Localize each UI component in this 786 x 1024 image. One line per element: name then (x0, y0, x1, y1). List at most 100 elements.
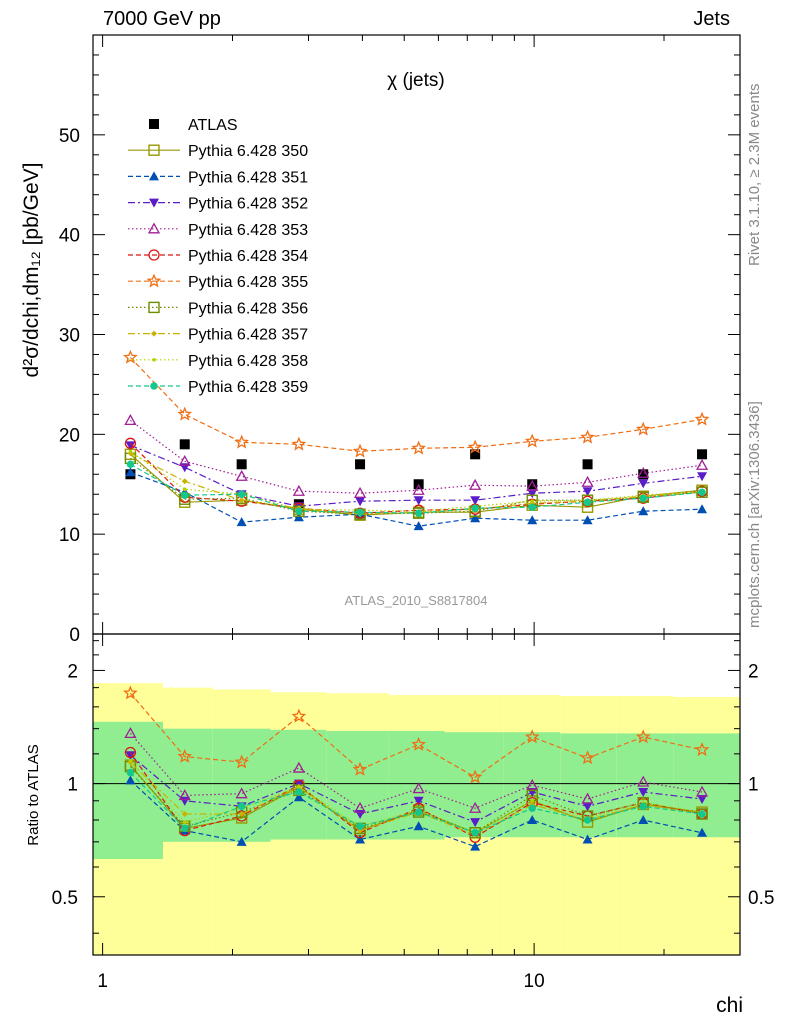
data-point (697, 449, 708, 460)
legend-entry: Pythia 6.428 358 (188, 353, 308, 370)
ratio-series-line (129, 733, 703, 809)
data-point (181, 478, 188, 485)
ratio-data-point (530, 799, 535, 803)
x-axis-label: chi (716, 994, 743, 1017)
data-point (356, 508, 364, 516)
ratio-y-tick-label-right: 0.5 (748, 888, 774, 909)
data-point (124, 414, 137, 426)
ratio-data-point (638, 787, 649, 797)
ratio-data-point (411, 736, 427, 751)
y-tick-label: 20 (59, 425, 80, 446)
ratio-data-point (178, 789, 191, 801)
legend-entry: Pythia 6.428 359 (188, 379, 308, 396)
ratio-data-point (181, 811, 188, 818)
data-point (527, 479, 538, 490)
data-point (470, 449, 481, 460)
ratio-data-point (697, 827, 708, 837)
data-point (527, 489, 538, 499)
ratio-data-point (236, 836, 247, 846)
data-point (236, 459, 247, 470)
ratio-data-point (696, 808, 708, 820)
series-line (129, 442, 703, 514)
data-point (355, 459, 366, 470)
data-point (125, 441, 136, 451)
data-point (638, 479, 649, 489)
data-point (291, 436, 307, 451)
x-tick-label: 1 (97, 971, 108, 992)
ratio-data-point (470, 841, 481, 851)
series-line (130, 444, 703, 507)
ratio-data-point (291, 708, 307, 723)
data-point (467, 439, 483, 454)
ratio-data-point (238, 811, 245, 818)
legend-entry: ATLAS (188, 117, 238, 134)
ratio-data-point (234, 754, 250, 769)
ratio-data-point (471, 829, 479, 837)
header-left: 7000 GeV pp (103, 8, 221, 30)
ratio-series-9 (126, 768, 706, 837)
ratio-y-tick-label: 2 (67, 661, 78, 682)
ratio-data-point (235, 787, 248, 799)
data-point (412, 483, 425, 495)
data-point (470, 513, 481, 523)
data-point (413, 496, 424, 506)
legend-entry: Pythia 6.428 353 (188, 222, 308, 239)
legend-entry: Pythia 6.428 356 (188, 300, 308, 317)
legend-entry: Pythia 6.428 352 (188, 196, 308, 213)
data-point (698, 488, 706, 496)
ratio-data-point (124, 746, 137, 759)
data-point (126, 460, 135, 469)
series-line (129, 357, 703, 452)
data-point (295, 507, 303, 515)
ratio-data-point (412, 782, 425, 794)
legend-marker (149, 198, 159, 208)
data-point (580, 429, 595, 444)
ratio-series-line (129, 692, 703, 778)
ratio-data-point (580, 750, 595, 765)
ratio-data-point (356, 822, 364, 831)
legend-entry: Pythia 6.428 350 (188, 143, 308, 160)
legend-entry: Pythia 6.428 355 (188, 274, 308, 291)
data-point (697, 472, 708, 482)
data-point (182, 487, 187, 492)
data-point (292, 484, 305, 496)
series-10 (126, 460, 706, 517)
ratio-data-point (124, 727, 137, 739)
x-tick-label: 10 (524, 971, 545, 992)
ratio-data-point (413, 796, 424, 806)
data-point (470, 496, 481, 506)
ratio-data-point (237, 802, 246, 811)
data-point (179, 463, 190, 473)
data-point (355, 497, 366, 507)
data-point (352, 443, 368, 458)
data-point (236, 517, 247, 527)
data-point (582, 515, 593, 525)
series-6 (123, 349, 710, 458)
ratio-data-point (128, 758, 133, 763)
data-point (234, 434, 250, 449)
data-point (583, 498, 592, 506)
ratio-band-inner (93, 721, 163, 860)
ratio-data-point (126, 768, 135, 777)
ratio-data-point (297, 785, 301, 789)
ratio-data-point (469, 801, 482, 813)
ratio-data-point (355, 834, 366, 844)
ratio-series-5 (123, 685, 710, 784)
data-point (524, 433, 540, 448)
header-right: Jets (693, 8, 730, 30)
ratio-data-point (414, 808, 423, 816)
ratio-data-point (293, 792, 304, 802)
legend-marker (151, 330, 157, 337)
ratio-data-point (292, 761, 305, 773)
data-point (412, 507, 425, 519)
ratio-data-point (125, 751, 136, 761)
data-point (128, 449, 133, 454)
ratio-data-point (353, 801, 367, 813)
y-tick-label: 50 (59, 126, 80, 147)
data-point (411, 440, 427, 455)
data-point (413, 521, 424, 531)
legend-marker (147, 222, 161, 234)
legend (128, 119, 180, 390)
ratio-data-point (125, 775, 136, 785)
ratio-data-point (352, 761, 368, 776)
